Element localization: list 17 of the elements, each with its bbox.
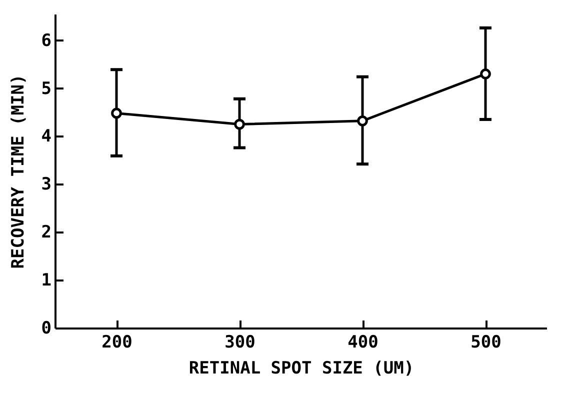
y-axis-title: RECOVERY TIME (MIN) (8, 74, 28, 269)
x-axis-title: RETINAL SPOT SIZE (UM) (188, 358, 414, 378)
y-tick-label: 1 (41, 270, 52, 291)
y-tick-label: 0 (41, 318, 52, 338)
x-tick-label: 200 (102, 332, 132, 352)
x-tick-label: 400 (348, 332, 378, 352)
y-tick-label: 6 (41, 30, 52, 51)
y-tick-label: 5 (41, 78, 52, 99)
point (111, 108, 122, 119)
point (357, 115, 368, 126)
y-tick-label: 2 (41, 222, 52, 243)
point (234, 118, 245, 130)
y-tick-label: 3 (41, 174, 52, 195)
point (480, 68, 491, 80)
x-tick-label: 500 (470, 332, 502, 352)
x-tick-label: 300 (224, 332, 256, 352)
y-tick-label: 4 (41, 126, 52, 147)
